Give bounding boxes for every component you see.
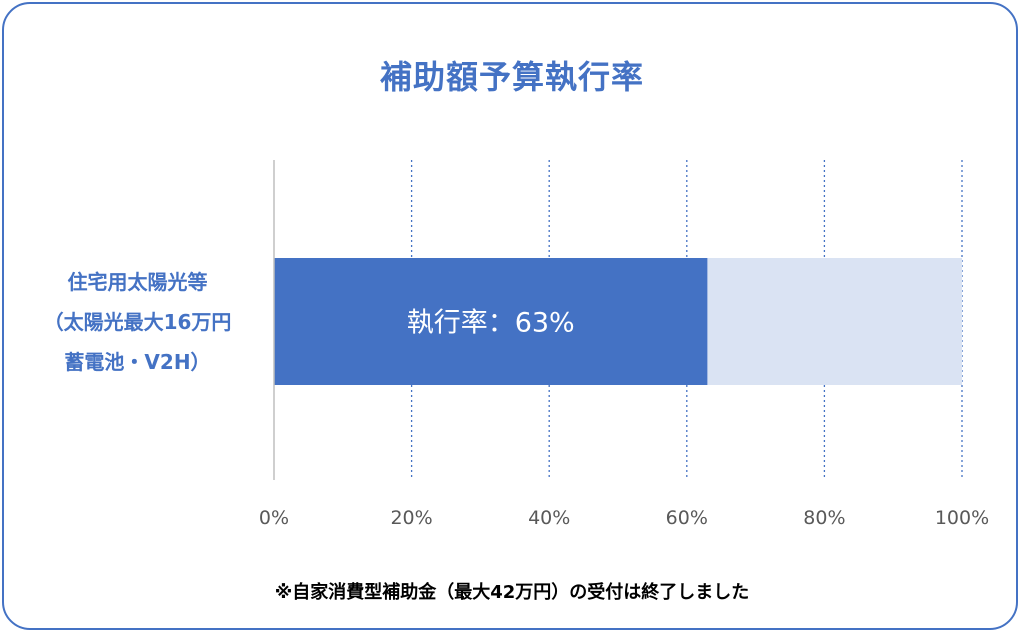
category-label-line-3: 蓄電池・V2H） — [64, 350, 211, 374]
bar-data-label: 執行率：63% — [407, 308, 575, 339]
chart-title: 補助額予算執行率 — [379, 58, 644, 96]
x-tick-label-60: 60% — [666, 507, 708, 529]
x-tick-label-80: 80% — [803, 507, 845, 529]
category-label: 住宅用太陽光等 （太陽光最大16万円 蓄電池・V2H） — [10, 262, 265, 382]
x-tick-label-20: 20% — [390, 507, 432, 529]
category-label-line-2: （太陽光最大16万円 — [43, 310, 232, 334]
bar-segment-2 — [707, 258, 962, 385]
category-label-line-1: 住宅用太陽光等 — [67, 270, 208, 294]
x-tick-label-40: 40% — [528, 507, 570, 529]
x-tick-labels: 0% 20% 40% 60% 80% 100% — [259, 507, 989, 529]
x-tick-label-100: 100% — [935, 507, 989, 529]
footnote: ※自家消費型補助金（最大42万円）の受付は終了しました — [274, 582, 750, 603]
bars — [274, 258, 962, 385]
x-tick-label-0: 0% — [259, 507, 289, 529]
bar-segment-1 — [274, 258, 708, 385]
